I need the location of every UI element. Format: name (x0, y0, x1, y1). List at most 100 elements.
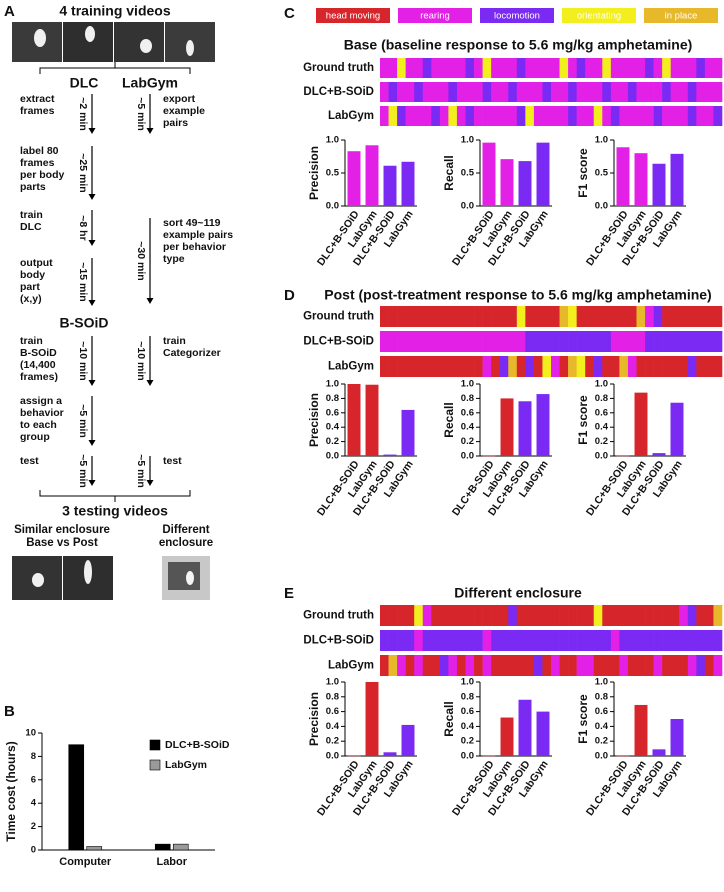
y-tick-label: 0.0 (326, 451, 339, 462)
ethogram-cell (559, 605, 569, 626)
arrow-head (146, 298, 154, 304)
ethogram-cell (576, 655, 586, 676)
legend-swatch (149, 759, 161, 771)
bar (536, 394, 550, 456)
y-tick-label: 0.0 (595, 451, 608, 462)
ethogram-cell (696, 331, 706, 352)
row-label: LabGym (328, 660, 374, 672)
ethogram-cell (602, 655, 612, 676)
step-label: frames) (20, 371, 58, 383)
bar (68, 744, 85, 851)
y-tick-label: 1.0 (595, 379, 608, 390)
bar (365, 145, 379, 206)
ethogram-cell (627, 655, 637, 676)
ethogram-cell (713, 655, 723, 676)
y-tick-label: 0.5 (461, 168, 475, 179)
ethogram-cell (499, 356, 509, 377)
ethogram-cell (414, 630, 424, 651)
panel-title: 4 training videos (59, 3, 170, 19)
row-label: DLC+B-SOiD (303, 86, 374, 98)
panel-title: Post (post-treatment response to 5.6 mg/… (324, 287, 711, 303)
y-tick-label: 1.0 (595, 135, 608, 146)
y-tick-label: 0.0 (326, 751, 339, 762)
ethogram-cell (679, 331, 689, 352)
ethogram-cell (619, 630, 629, 651)
ethogram-cell (585, 605, 595, 626)
ethogram-cell (474, 655, 483, 676)
arrow-head (146, 480, 154, 486)
ethogram-cell (542, 630, 552, 651)
ethogram-cell (388, 82, 398, 102)
step-label: per body (20, 169, 64, 181)
ethogram-cell (645, 306, 654, 327)
step-label: extract (20, 93, 55, 105)
ethogram-cell (508, 331, 518, 352)
ethogram-cell (422, 306, 432, 327)
ethogram-cell (508, 356, 518, 377)
ethogram-cell (491, 655, 500, 676)
bar (347, 384, 361, 456)
step-label: group (20, 431, 50, 443)
ethogram-cell (516, 605, 526, 626)
ethogram-cell (713, 630, 723, 651)
ethogram-cell (568, 605, 577, 626)
ethogram-cell (679, 306, 689, 327)
ethogram-cell (559, 306, 569, 327)
ethogram-cell (687, 356, 697, 377)
ethogram-cell (704, 331, 714, 352)
ethogram-cell (593, 58, 603, 78)
ethogram-cell (713, 605, 723, 626)
y-tick-label: 0.6 (595, 407, 608, 418)
bar (518, 401, 532, 456)
ethogram-cell (559, 630, 569, 651)
y-tick-label: 0.8 (595, 691, 608, 702)
panel-label: A (4, 3, 15, 20)
ethogram-cell (508, 655, 518, 676)
ethogram-cell (602, 605, 612, 626)
ethogram-cell (662, 58, 671, 78)
testing-thumbnails (12, 556, 210, 600)
y-tick-label: 0.6 (461, 407, 474, 418)
ethogram-cell (619, 106, 629, 126)
arrow-head (88, 128, 96, 134)
ethogram-cell (474, 306, 483, 327)
y-tick-label: 0 (31, 845, 36, 856)
step-label: train (20, 335, 43, 347)
ethogram-cell (627, 58, 637, 78)
step-label: (x,y) (20, 293, 42, 305)
bar (401, 409, 415, 456)
ethogram-cell (448, 331, 458, 352)
ethogram-cell (439, 306, 449, 327)
ethogram-cell (439, 655, 449, 676)
ethogram-cell (713, 331, 723, 352)
bar (500, 398, 514, 456)
ethogram-cell (465, 356, 475, 377)
step-label: part (20, 281, 40, 293)
step-label: train (20, 209, 43, 221)
ethogram-cell (576, 630, 586, 651)
ethogram-cell (645, 655, 654, 676)
ethogram-cell (499, 655, 509, 676)
bar (652, 163, 666, 206)
ethogram-cell (482, 58, 492, 78)
ethogram-cell (439, 58, 449, 78)
step-label: test (163, 455, 182, 467)
ethogram-cell (516, 82, 526, 102)
y-tick-label: 0.8 (595, 393, 608, 404)
ethogram-cell (627, 306, 637, 327)
y-tick-label: 0.2 (595, 436, 608, 447)
step-label: Categorizer (163, 347, 221, 359)
legend-label: LabGym (165, 759, 207, 771)
ethogram-cell (568, 356, 577, 377)
ethogram-cell (704, 655, 714, 676)
ethogram-cell (405, 331, 415, 352)
ethogram-cell (585, 82, 595, 102)
ethogram-cell (422, 630, 432, 651)
y-tick-label: 1.0 (326, 379, 339, 390)
arrow-head (88, 240, 96, 246)
arrow-head (88, 194, 96, 200)
ethogram-cell (687, 306, 697, 327)
legend-swatch (562, 8, 636, 23)
step-time: ~5 min (135, 97, 147, 131)
